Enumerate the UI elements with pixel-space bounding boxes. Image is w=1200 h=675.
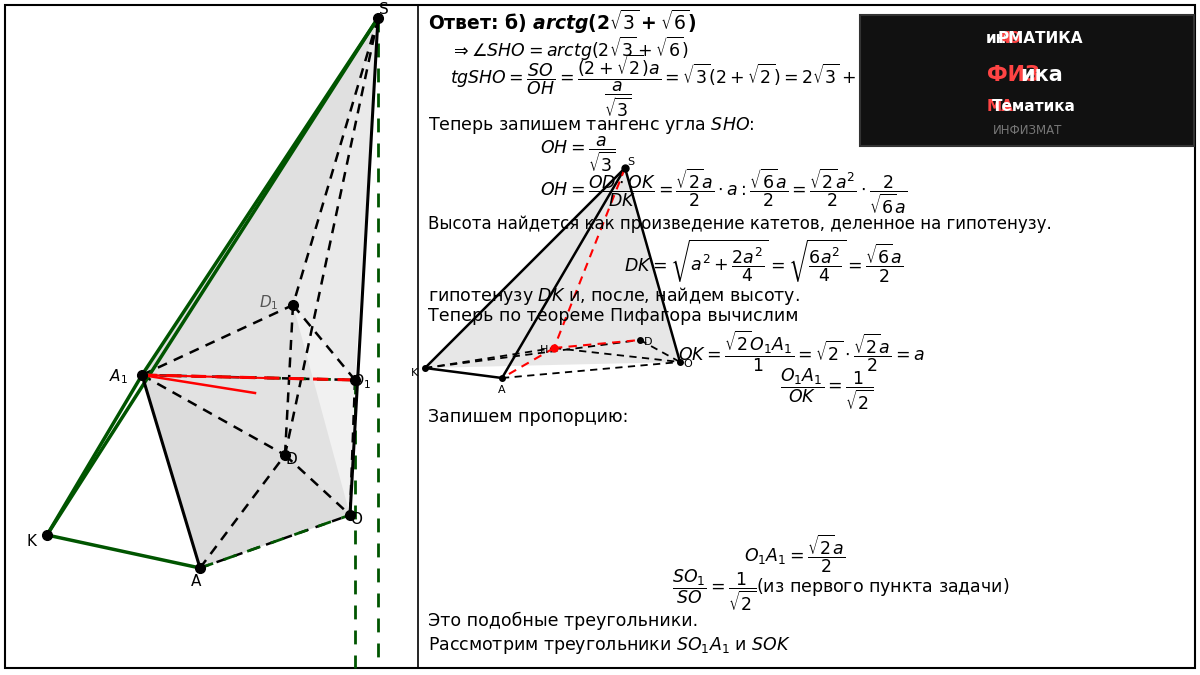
Text: D: D [643,337,653,347]
Text: A: A [191,574,202,589]
Text: S: S [379,3,389,18]
Text: K: K [412,368,419,378]
Polygon shape [142,18,378,568]
Text: $OH = \dfrac{a}{\sqrt{3}}$: $OH = \dfrac{a}{\sqrt{3}}$ [540,134,616,173]
Text: O: O [684,359,692,369]
Text: A: A [498,385,506,395]
Text: гипотенузу $DK$ и, после, найдем высоту.: гипотенузу $DK$ и, после, найдем высоту. [428,285,800,306]
Text: ФИЗ: ФИЗ [986,65,1039,86]
Polygon shape [142,375,350,568]
Text: $O_1A_1 = \dfrac{\sqrt{2}a}{2}$: $O_1A_1 = \dfrac{\sqrt{2}a}{2}$ [744,533,846,574]
Text: Теперь по теореме Пифагора вычислим: Теперь по теореме Пифагора вычислим [428,307,799,325]
Text: $tgSHO = \dfrac{SO}{OH} = \dfrac{(2+\sqrt{2})a}{\dfrac{a}{\sqrt{3}}} = \sqrt{3}(: $tgSHO = \dfrac{SO}{OH} = \dfrac{(2+\sqr… [450,53,904,120]
Text: МА: МА [986,99,1013,115]
Text: ин: ин [986,31,1007,46]
Text: H: H [540,345,548,355]
Text: Рассмотрим треугольники $SO_1A_1$ и $SOK$: Рассмотрим треугольники $SO_1A_1$ и $SOK… [428,634,791,656]
Text: S: S [628,157,635,167]
Text: Теперь запишем тангенс угла $SHO$:: Теперь запишем тангенс угла $SHO$: [428,115,755,136]
Text: $\Rightarrow \angle SHO = arctg(2\sqrt{3}+\sqrt{6})$: $\Rightarrow \angle SHO = arctg(2\sqrt{3… [450,34,689,63]
Text: Ф: Ф [1000,31,1014,46]
Text: $\dfrac{SO_1}{SO} = \dfrac{1}{\sqrt{2}}$(из первого пункта задачи): $\dfrac{SO_1}{SO} = \dfrac{1}{\sqrt{2}}$… [672,568,1009,614]
Text: ИНФИЗМАТ: ИНФИЗМАТ [992,124,1062,137]
Text: $OH = \dfrac{OD \cdot OK}{DK} = \dfrac{\sqrt{2}a}{2} \cdot a:\dfrac{\sqrt{6}a}{2: $OH = \dfrac{OD \cdot OK}{DK} = \dfrac{\… [540,166,907,216]
Text: $D_1$: $D_1$ [259,294,278,313]
Polygon shape [142,305,355,515]
Text: О: О [1007,31,1020,46]
Text: O: O [350,512,362,526]
Text: D: D [286,452,296,466]
Polygon shape [425,168,680,368]
Text: Это подобные треугольники.: Это подобные треугольники. [428,612,698,630]
Text: Ответ: б) $\boldsymbol{arctg(2\sqrt{3}+\sqrt{6})}$: Ответ: б) $\boldsymbol{arctg(2\sqrt{3}+\… [428,7,697,36]
Text: ика: ика [1020,65,1062,86]
Text: K: K [26,533,36,549]
Text: $DK = \sqrt{a^2 + \dfrac{2a^2}{4}} = \sqrt{\dfrac{6a^2}{4}} = \dfrac{\sqrt{6}a}{: $DK = \sqrt{a^2 + \dfrac{2a^2}{4}} = \sq… [624,238,904,286]
Bar [860,15,1194,146]
Text: $O_1$: $O_1$ [352,373,371,391]
Text: Запишем пропорцию:: Запишем пропорцию: [428,408,629,426]
Polygon shape [293,18,378,380]
Text: $A_1$: $A_1$ [108,368,127,386]
Text: Высота найдется как произведение катетов, деленное на гипотенузу.: Высота найдется как произведение катетов… [428,215,1052,233]
Text: Тематика: Тематика [992,99,1076,115]
Text: $OK = \dfrac{\sqrt{2}O_1A_1}{1} = \sqrt{2} \cdot \dfrac{\sqrt{2}a}{2} = a$: $OK = \dfrac{\sqrt{2}O_1A_1}{1} = \sqrt{… [678,328,924,374]
Text: РМАТИКА: РМАТИКА [998,31,1084,46]
Text: $\dfrac{O_1A_1}{OK} = \dfrac{1}{\sqrt{2}}$: $\dfrac{O_1A_1}{OK} = \dfrac{1}{\sqrt{2}… [780,366,874,412]
